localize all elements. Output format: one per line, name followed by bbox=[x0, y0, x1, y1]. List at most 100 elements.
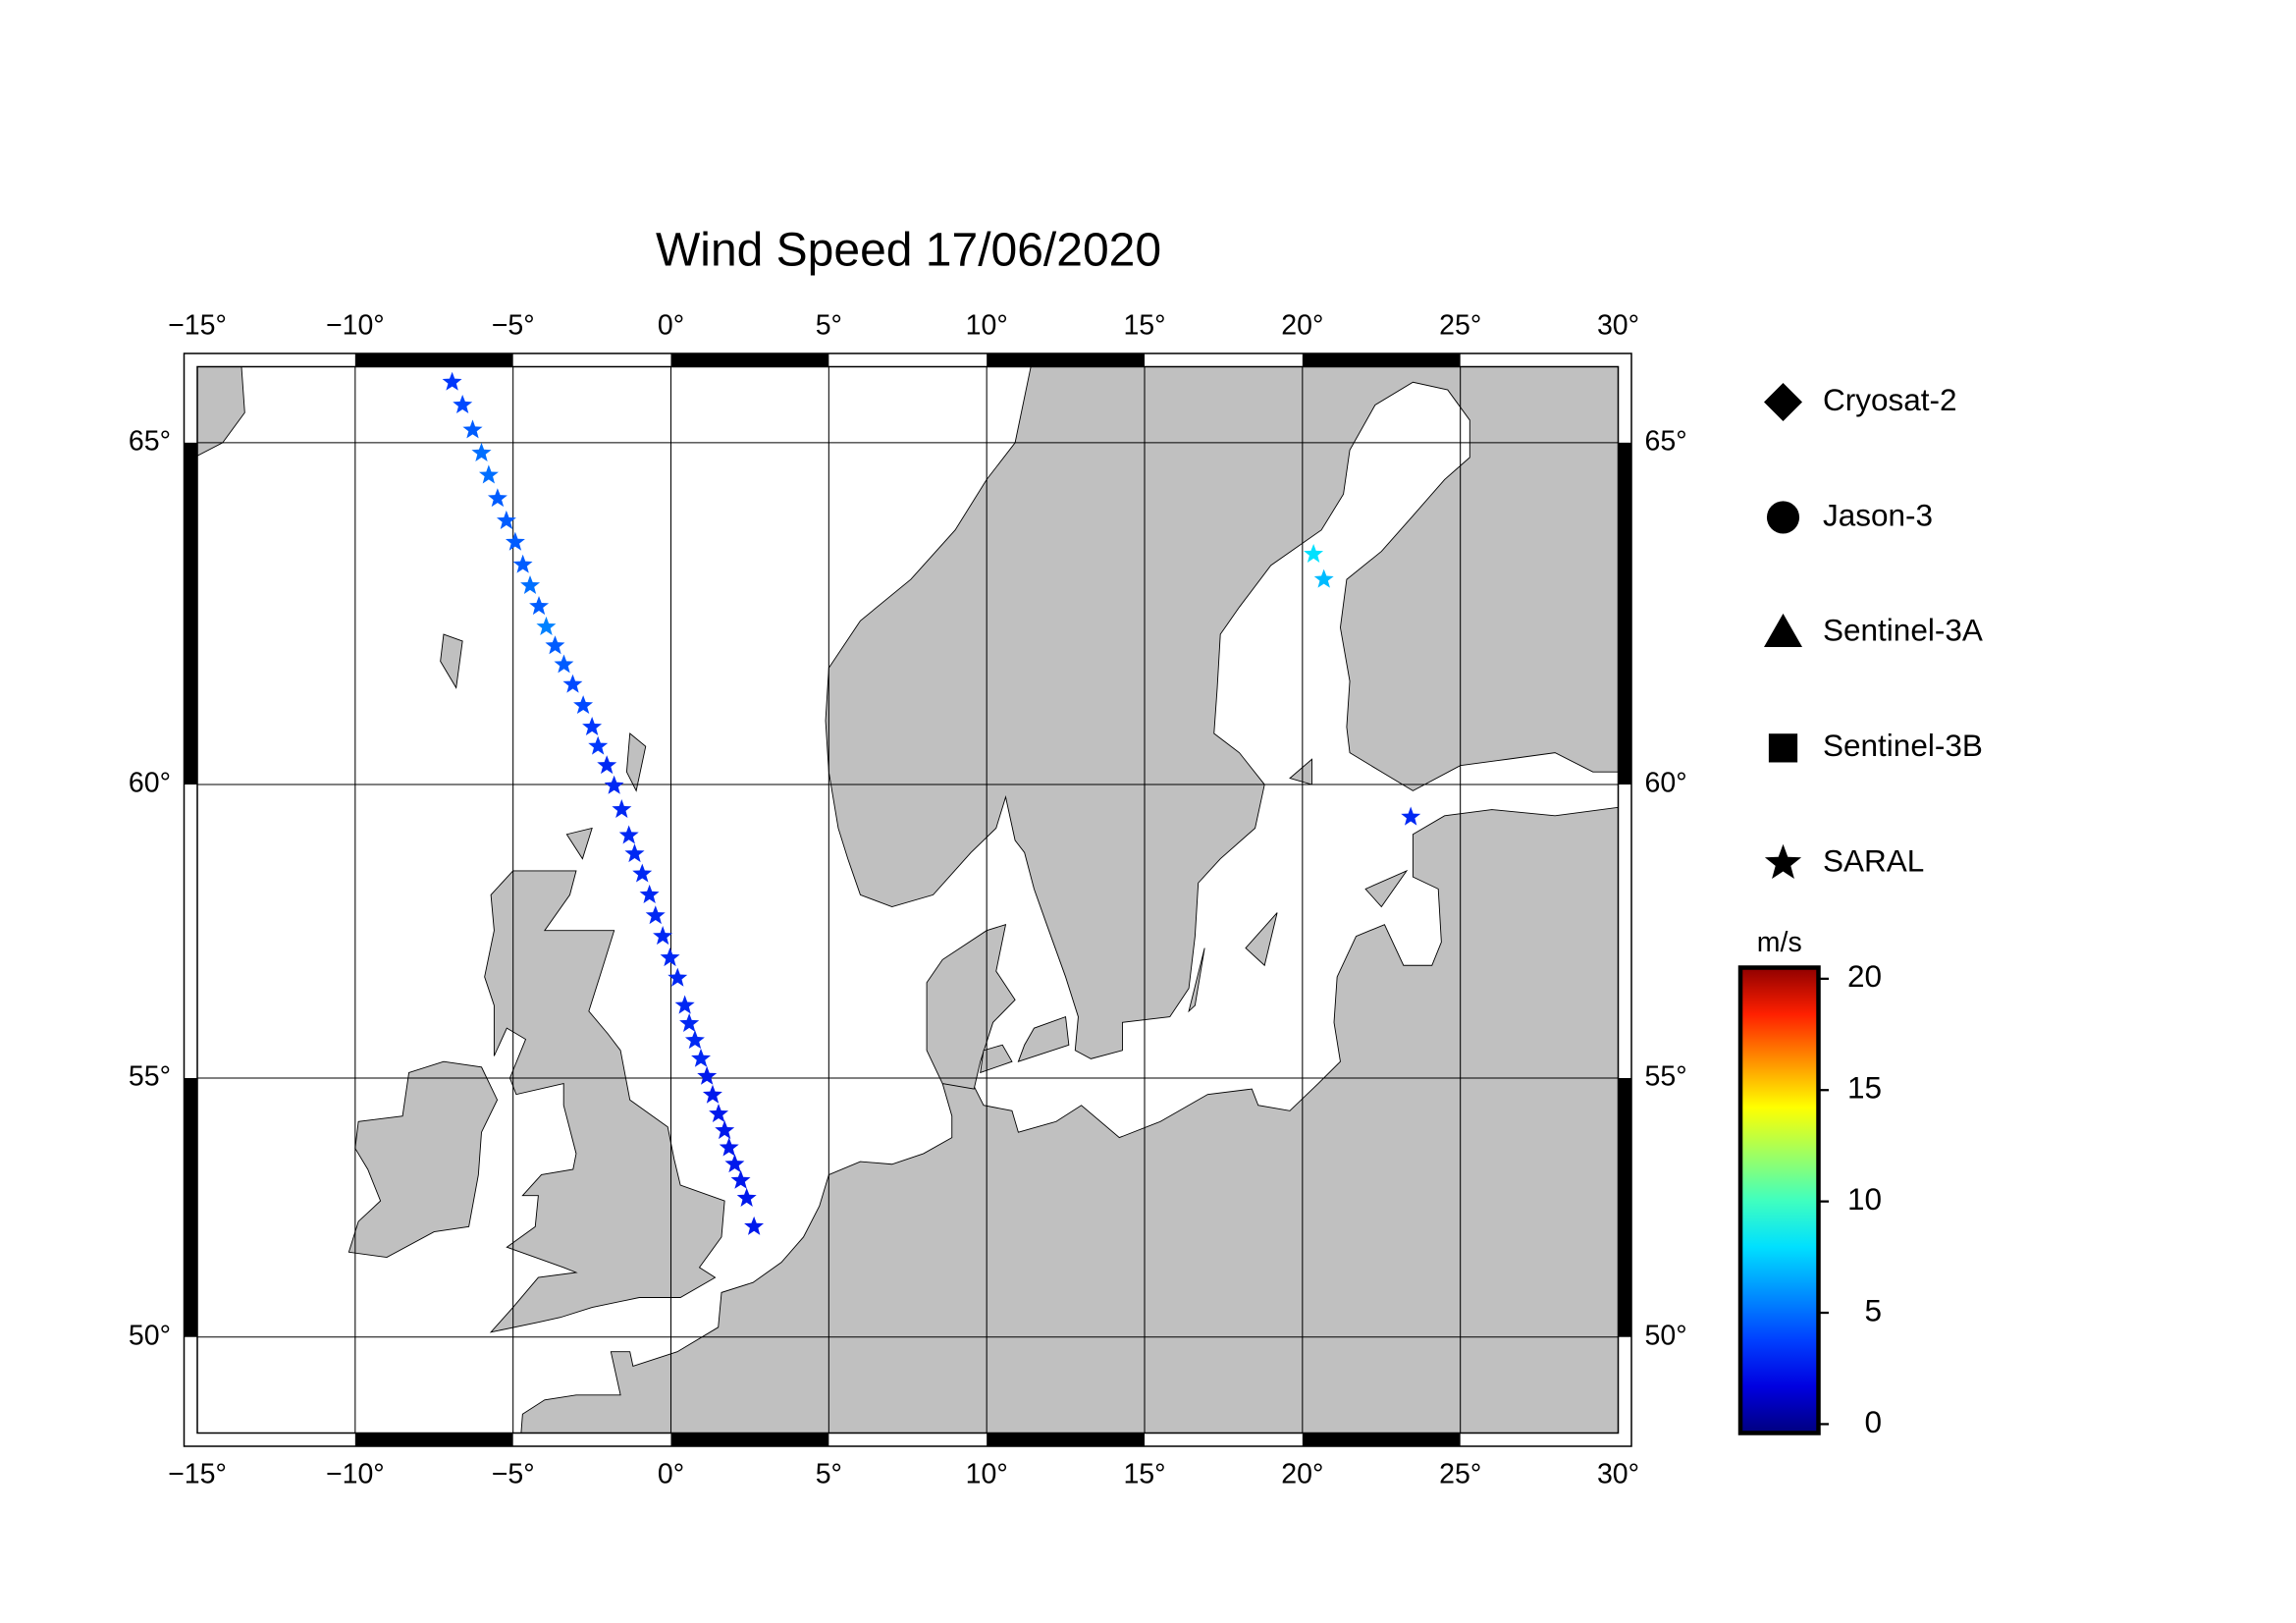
land bbox=[1289, 758, 1312, 785]
data-point bbox=[604, 775, 624, 794]
data-point bbox=[679, 1013, 700, 1033]
x-tick-label: 20° bbox=[1281, 1459, 1323, 1490]
land bbox=[1017, 1015, 1070, 1062]
x-tick-label: 0° bbox=[658, 1459, 684, 1490]
data-point bbox=[536, 616, 557, 635]
frame-bar bbox=[987, 1433, 1146, 1446]
colorbar-tick-label: 10 bbox=[1847, 1181, 1882, 1217]
data-point bbox=[573, 695, 594, 715]
x-tick-label: 15° bbox=[1123, 310, 1165, 342]
data-point bbox=[744, 1216, 765, 1235]
y-tick-label: 65° bbox=[129, 425, 171, 457]
legend-marker bbox=[1766, 501, 1800, 534]
data-point bbox=[697, 1065, 718, 1085]
data-point bbox=[505, 531, 525, 551]
colorbar-label: m/s bbox=[1757, 927, 1802, 958]
legend-label: Sentinel-3B bbox=[1823, 728, 1983, 763]
frame-bar bbox=[670, 1433, 829, 1446]
x-tick-label: −15° bbox=[168, 310, 227, 342]
land bbox=[347, 1060, 499, 1259]
data-point bbox=[639, 884, 660, 903]
x-tick-label: 25° bbox=[1439, 310, 1481, 342]
x-tick-label: 15° bbox=[1123, 1459, 1165, 1490]
x-tick-label: 5° bbox=[816, 310, 842, 342]
x-tick-label: −10° bbox=[326, 1459, 385, 1490]
land bbox=[625, 732, 647, 792]
data-point bbox=[724, 1154, 745, 1173]
frame-bar bbox=[1302, 353, 1461, 367]
land bbox=[520, 806, 1619, 1434]
data-point bbox=[684, 1030, 705, 1050]
data-point bbox=[442, 371, 462, 391]
data-point bbox=[709, 1104, 729, 1122]
colorbar-tick-label: 15 bbox=[1847, 1070, 1882, 1106]
data-point bbox=[562, 674, 583, 693]
data-point bbox=[612, 799, 632, 818]
data-point bbox=[471, 442, 492, 461]
legend-label: Jason-3 bbox=[1823, 497, 1933, 532]
data-point bbox=[1313, 568, 1334, 588]
land bbox=[1245, 912, 1278, 967]
land bbox=[926, 924, 1016, 1090]
data-point bbox=[674, 995, 695, 1014]
data-point bbox=[702, 1084, 722, 1104]
data-point bbox=[529, 596, 550, 616]
frame-bar bbox=[184, 442, 198, 785]
frame-bar bbox=[1302, 1433, 1461, 1446]
legend-label: Cryosat-2 bbox=[1823, 382, 1957, 417]
data-point bbox=[1304, 543, 1324, 563]
data-point bbox=[624, 843, 645, 863]
map-area bbox=[197, 366, 1619, 1434]
chart-title: Wind Speed 17/06/2020 bbox=[656, 225, 1161, 277]
data-point bbox=[660, 947, 680, 967]
data-point bbox=[554, 654, 574, 674]
data-point bbox=[691, 1048, 712, 1067]
y-tick-label: 50° bbox=[129, 1320, 171, 1351]
data-point bbox=[667, 967, 688, 987]
x-tick-label: 20° bbox=[1281, 310, 1323, 342]
colorbar bbox=[1737, 965, 1821, 1435]
map-frame-inner bbox=[196, 365, 1620, 1434]
data-point bbox=[618, 825, 639, 844]
data-point bbox=[653, 926, 673, 946]
legend-marker bbox=[1764, 383, 1803, 421]
land bbox=[440, 633, 463, 689]
legend-marker bbox=[1764, 613, 1803, 648]
x-tick-label: −10° bbox=[326, 310, 385, 342]
data-point bbox=[719, 1137, 739, 1157]
data-point bbox=[478, 464, 499, 484]
y-tick-label: 55° bbox=[129, 1061, 171, 1093]
legend-marker bbox=[1768, 733, 1798, 763]
data-point bbox=[520, 575, 541, 594]
land bbox=[565, 827, 593, 860]
frame-bar bbox=[670, 353, 829, 367]
x-tick-label: 0° bbox=[658, 310, 684, 342]
data-point bbox=[632, 863, 653, 883]
colorbar-tick-label: 0 bbox=[1864, 1404, 1882, 1439]
land bbox=[1364, 869, 1409, 908]
legend-marker bbox=[1764, 843, 1802, 880]
data-point bbox=[715, 1120, 735, 1140]
legend-label: Sentinel-3A bbox=[1823, 613, 1983, 648]
frame-bar bbox=[184, 1077, 198, 1337]
frame-bar bbox=[1618, 442, 1632, 785]
data-point bbox=[1401, 806, 1421, 826]
y-tick-label: 60° bbox=[1645, 768, 1687, 799]
x-tick-label: 10° bbox=[966, 310, 1008, 342]
land bbox=[197, 366, 245, 457]
data-point bbox=[588, 735, 609, 755]
data-point bbox=[512, 554, 533, 573]
x-tick-label: 30° bbox=[1597, 310, 1639, 342]
x-tick-label: −5° bbox=[492, 1459, 535, 1490]
data-point bbox=[545, 635, 565, 655]
data-point bbox=[645, 905, 666, 925]
x-tick-label: 10° bbox=[966, 1459, 1008, 1490]
data-point bbox=[597, 755, 617, 775]
land bbox=[825, 366, 1619, 1059]
frame-bar bbox=[354, 1433, 513, 1446]
x-tick-label: 30° bbox=[1597, 1459, 1639, 1490]
frame-bar bbox=[987, 353, 1146, 367]
land bbox=[980, 1044, 1013, 1074]
